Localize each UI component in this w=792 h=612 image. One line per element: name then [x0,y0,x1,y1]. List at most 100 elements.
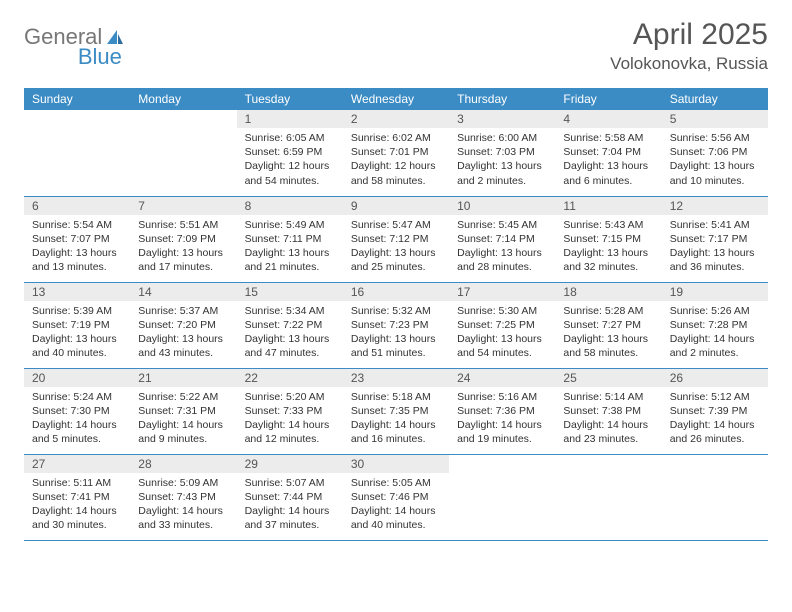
calendar-week-row: 27Sunrise: 5:11 AMSunset: 7:41 PMDayligh… [24,454,768,540]
day-number: 25 [555,369,661,387]
day-details: Sunrise: 5:39 AMSunset: 7:19 PMDaylight:… [24,301,130,365]
day-details: Sunrise: 5:47 AMSunset: 7:12 PMDaylight:… [343,215,449,279]
day-number: 16 [343,283,449,301]
calendar-day-cell: .. [449,454,555,540]
day-details: Sunrise: 5:34 AMSunset: 7:22 PMDaylight:… [237,301,343,365]
day-number: 28 [130,455,236,473]
month-title: April 2025 [610,18,768,52]
day-number: 8 [237,197,343,215]
day-details: Sunrise: 5:54 AMSunset: 7:07 PMDaylight:… [24,215,130,279]
calendar-day-cell: 14Sunrise: 5:37 AMSunset: 7:20 PMDayligh… [130,282,236,368]
calendar-week-row: ....1Sunrise: 6:05 AMSunset: 6:59 PMDayl… [24,110,768,196]
calendar-day-cell: 1Sunrise: 6:05 AMSunset: 6:59 PMDaylight… [237,110,343,196]
calendar-table: Sunday Monday Tuesday Wednesday Thursday… [24,88,768,541]
day-details: Sunrise: 5:18 AMSunset: 7:35 PMDaylight:… [343,387,449,451]
calendar-day-cell: 22Sunrise: 5:20 AMSunset: 7:33 PMDayligh… [237,368,343,454]
day-details: Sunrise: 5:22 AMSunset: 7:31 PMDaylight:… [130,387,236,451]
calendar-day-cell: 30Sunrise: 5:05 AMSunset: 7:46 PMDayligh… [343,454,449,540]
weekday-header: Tuesday [237,88,343,110]
day-number: 2 [343,110,449,128]
day-details: Sunrise: 6:00 AMSunset: 7:03 PMDaylight:… [449,128,555,192]
day-number: 11 [555,197,661,215]
calendar-day-cell: .. [555,454,661,540]
day-number: 29 [237,455,343,473]
day-details: Sunrise: 5:45 AMSunset: 7:14 PMDaylight:… [449,215,555,279]
title-block: April 2025 Volokonovka, Russia [610,18,768,74]
logo-text-blue: Blue [78,44,122,69]
day-number: 26 [662,369,768,387]
day-details: Sunrise: 5:41 AMSunset: 7:17 PMDaylight:… [662,215,768,279]
calendar-day-cell: 7Sunrise: 5:51 AMSunset: 7:09 PMDaylight… [130,196,236,282]
logo-text-blue-wrap: GeneBlue [24,44,122,70]
day-number: 19 [662,283,768,301]
calendar-day-cell: 23Sunrise: 5:18 AMSunset: 7:35 PMDayligh… [343,368,449,454]
day-number: 6 [24,197,130,215]
calendar-day-cell: 15Sunrise: 5:34 AMSunset: 7:22 PMDayligh… [237,282,343,368]
calendar-day-cell: 29Sunrise: 5:07 AMSunset: 7:44 PMDayligh… [237,454,343,540]
day-number: 21 [130,369,236,387]
day-number: 5 [662,110,768,128]
day-details: Sunrise: 5:05 AMSunset: 7:46 PMDaylight:… [343,473,449,537]
weekday-header: Wednesday [343,88,449,110]
day-number: 13 [24,283,130,301]
calendar-day-cell: 12Sunrise: 5:41 AMSunset: 7:17 PMDayligh… [662,196,768,282]
day-details: Sunrise: 5:37 AMSunset: 7:20 PMDaylight:… [130,301,236,365]
calendar-day-cell: .. [24,110,130,196]
calendar-day-cell: 8Sunrise: 5:49 AMSunset: 7:11 PMDaylight… [237,196,343,282]
day-number: 23 [343,369,449,387]
day-number: 24 [449,369,555,387]
calendar-day-cell: 18Sunrise: 5:28 AMSunset: 7:27 PMDayligh… [555,282,661,368]
calendar-day-cell: 17Sunrise: 5:30 AMSunset: 7:25 PMDayligh… [449,282,555,368]
day-details: Sunrise: 5:20 AMSunset: 7:33 PMDaylight:… [237,387,343,451]
day-details: Sunrise: 5:28 AMSunset: 7:27 PMDaylight:… [555,301,661,365]
calendar-day-cell: 24Sunrise: 5:16 AMSunset: 7:36 PMDayligh… [449,368,555,454]
calendar-day-cell: 27Sunrise: 5:11 AMSunset: 7:41 PMDayligh… [24,454,130,540]
day-details: Sunrise: 6:02 AMSunset: 7:01 PMDaylight:… [343,128,449,192]
day-details: Sunrise: 5:09 AMSunset: 7:43 PMDaylight:… [130,473,236,537]
calendar-day-cell: 26Sunrise: 5:12 AMSunset: 7:39 PMDayligh… [662,368,768,454]
calendar-day-cell: 16Sunrise: 5:32 AMSunset: 7:23 PMDayligh… [343,282,449,368]
day-number: 17 [449,283,555,301]
calendar-day-cell: 3Sunrise: 6:00 AMSunset: 7:03 PMDaylight… [449,110,555,196]
day-number: 18 [555,283,661,301]
weekday-header: Saturday [662,88,768,110]
calendar-day-cell: 28Sunrise: 5:09 AMSunset: 7:43 PMDayligh… [130,454,236,540]
calendar-day-cell: 6Sunrise: 5:54 AMSunset: 7:07 PMDaylight… [24,196,130,282]
day-number: 15 [237,283,343,301]
day-number: 10 [449,197,555,215]
location: Volokonovka, Russia [610,54,768,74]
day-number: 14 [130,283,236,301]
day-number: 1 [237,110,343,128]
day-number: 30 [343,455,449,473]
calendar-day-cell: 10Sunrise: 5:45 AMSunset: 7:14 PMDayligh… [449,196,555,282]
header: General April 2025 Volokonovka, Russia [24,18,768,74]
calendar-week-row: 20Sunrise: 5:24 AMSunset: 7:30 PMDayligh… [24,368,768,454]
day-number: 3 [449,110,555,128]
day-details: Sunrise: 6:05 AMSunset: 6:59 PMDaylight:… [237,128,343,192]
weekday-header: Monday [130,88,236,110]
day-number: 12 [662,197,768,215]
weekday-header: Thursday [449,88,555,110]
calendar-day-cell: .. [130,110,236,196]
weekday-header: Sunday [24,88,130,110]
calendar-day-cell: 4Sunrise: 5:58 AMSunset: 7:04 PMDaylight… [555,110,661,196]
calendar-day-cell: .. [662,454,768,540]
day-number: 20 [24,369,130,387]
day-details: Sunrise: 5:30 AMSunset: 7:25 PMDaylight:… [449,301,555,365]
calendar-day-cell: 19Sunrise: 5:26 AMSunset: 7:28 PMDayligh… [662,282,768,368]
day-details: Sunrise: 5:51 AMSunset: 7:09 PMDaylight:… [130,215,236,279]
weekday-header: Friday [555,88,661,110]
calendar-week-row: 6Sunrise: 5:54 AMSunset: 7:07 PMDaylight… [24,196,768,282]
calendar-day-cell: 13Sunrise: 5:39 AMSunset: 7:19 PMDayligh… [24,282,130,368]
day-details: Sunrise: 5:58 AMSunset: 7:04 PMDaylight:… [555,128,661,192]
weekday-header-row: Sunday Monday Tuesday Wednesday Thursday… [24,88,768,110]
calendar-day-cell: 20Sunrise: 5:24 AMSunset: 7:30 PMDayligh… [24,368,130,454]
day-details: Sunrise: 5:56 AMSunset: 7:06 PMDaylight:… [662,128,768,192]
calendar-day-cell: 11Sunrise: 5:43 AMSunset: 7:15 PMDayligh… [555,196,661,282]
calendar-day-cell: 2Sunrise: 6:02 AMSunset: 7:01 PMDaylight… [343,110,449,196]
day-number: 9 [343,197,449,215]
day-details: Sunrise: 5:11 AMSunset: 7:41 PMDaylight:… [24,473,130,537]
day-number: 4 [555,110,661,128]
day-details: Sunrise: 5:26 AMSunset: 7:28 PMDaylight:… [662,301,768,365]
day-details: Sunrise: 5:16 AMSunset: 7:36 PMDaylight:… [449,387,555,451]
